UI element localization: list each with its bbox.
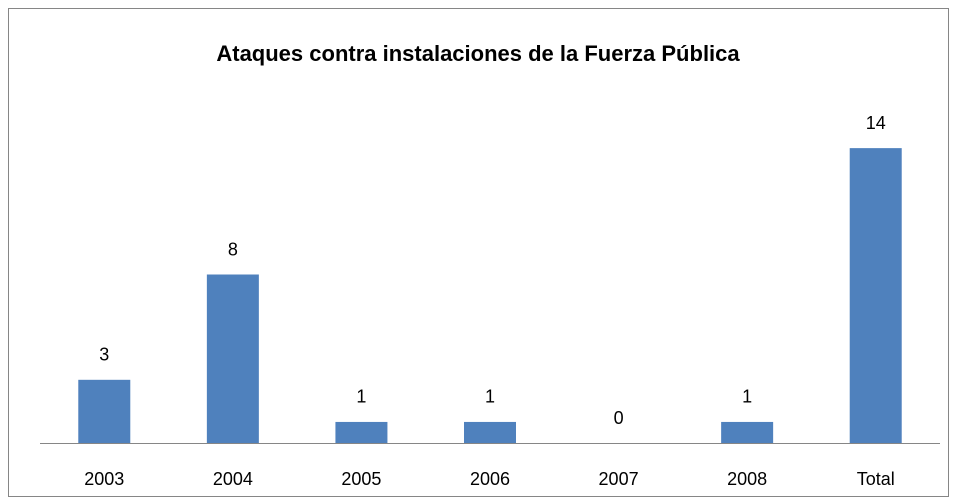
data-label: 8 [228, 239, 238, 259]
data-label: 1 [356, 387, 366, 407]
data-label: 3 [99, 345, 109, 365]
chart-border [8, 8, 949, 497]
bar [78, 379, 131, 443]
x-tick-label: 2003 [84, 469, 124, 489]
x-tick-label: Total [857, 469, 895, 489]
x-tick-label: 2005 [341, 469, 381, 489]
data-label: 1 [742, 387, 752, 407]
bar [206, 274, 259, 443]
bar [721, 421, 774, 443]
bar [849, 148, 902, 443]
bar [335, 421, 388, 443]
x-tick-label: 2008 [727, 469, 767, 489]
bar [464, 421, 516, 443]
chart-title: Ataques contra instalaciones de la Fuerz… [216, 41, 740, 66]
data-label: 1 [485, 387, 495, 407]
x-tick-label: 2007 [599, 469, 639, 489]
x-tick-label: 2004 [213, 469, 253, 489]
data-label: 0 [614, 408, 624, 428]
x-tick-label: 2006 [470, 469, 510, 489]
data-label: 14 [866, 113, 886, 133]
